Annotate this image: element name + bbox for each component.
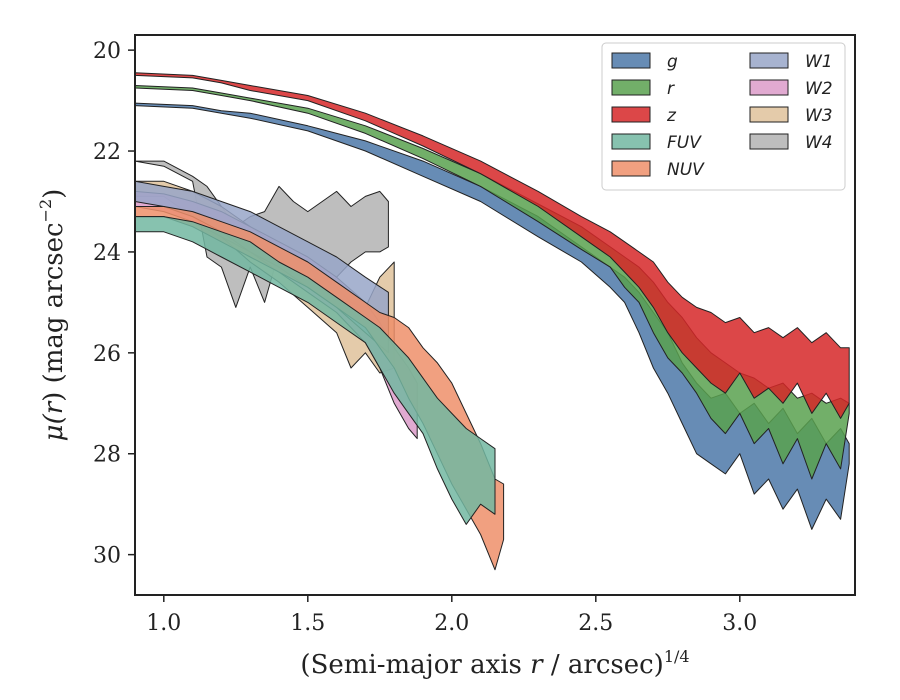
x-tick-label: 1.0 (146, 611, 181, 636)
legend-label-w3: W3 (805, 106, 833, 126)
y-tick-label: 30 (93, 544, 121, 569)
series-band-z (134, 72, 850, 419)
plot-frame (134, 34, 856, 596)
legend-swatch-w4 (749, 133, 789, 150)
y-axis-ticks: 20 22 24 26 28 30 (93, 39, 135, 569)
y-tick-label: 26 (93, 342, 121, 367)
x-axis-label: (Semi-major axis r / arcsec)1/4 (300, 647, 689, 680)
legend-swatch-z (611, 106, 651, 123)
legend-label-g: g (667, 52, 678, 72)
legend-label-nuv: NUV (667, 160, 705, 180)
y-tick-label: 20 (93, 39, 121, 64)
legend-swatch-w1 (749, 52, 789, 69)
legend-swatch-w2 (749, 79, 789, 96)
legend-swatch-fuv (611, 133, 651, 150)
y-tick-label: 22 (93, 140, 121, 165)
series-band-fuv (134, 216, 496, 525)
legend-label-w2: W2 (805, 79, 833, 99)
x-tick-label: 2.5 (578, 611, 613, 636)
legend-swatch-w3 (749, 106, 789, 123)
series-areas (134, 72, 850, 571)
x-tick-label: 1.5 (290, 611, 325, 636)
y-tick-label: 28 (93, 443, 121, 468)
legend-swatch-nuv (611, 160, 651, 177)
y-tick-label: 24 (93, 241, 121, 266)
y-axis-label: μ(r) (mag arcsec−2) (36, 189, 69, 442)
legend-label-r: r (667, 79, 675, 99)
legend-swatch-r (611, 79, 651, 96)
x-axis-ticks: 1.0 1.5 2.0 2.5 3.0 (146, 595, 757, 636)
legend: grz FUV NUV W1 W2 W3 W4 (601, 42, 846, 191)
legend-label-w4: W4 (805, 133, 833, 153)
x-tick-label: 3.0 (722, 611, 757, 636)
legend-swatch-g (611, 52, 651, 69)
legend-label-z: z (666, 106, 677, 126)
x-tick-label: 2.0 (434, 611, 469, 636)
legend-label-w1: W1 (805, 52, 833, 72)
legend-label-fuv: FUV (667, 133, 702, 153)
